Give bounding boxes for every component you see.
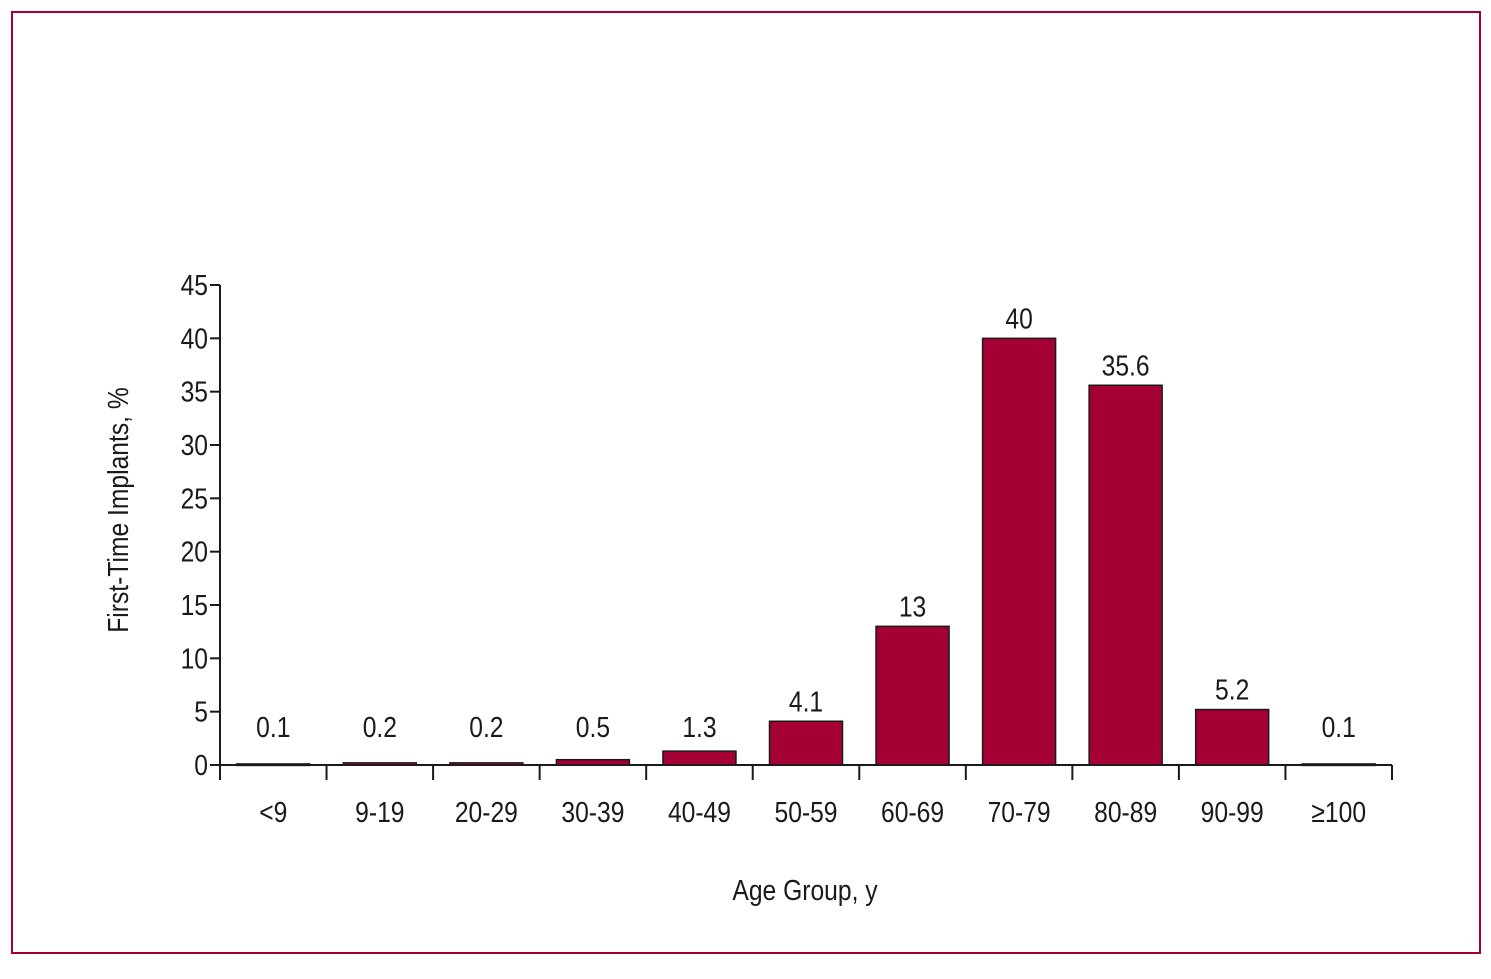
x-tick-label: ≥100 — [1311, 796, 1366, 828]
y-tick-label: 25 — [181, 482, 208, 514]
y-tick-label: 15 — [181, 589, 208, 621]
x-tick-label: 20-29 — [455, 796, 518, 828]
x-tick-label: 70-79 — [988, 796, 1051, 828]
data-label: 0.1 — [1322, 711, 1356, 743]
chart-frame — [11, 11, 1481, 954]
bar — [981, 337, 1057, 766]
data-label: 0.1 — [256, 711, 290, 743]
y-axis: 0 5 10 15 20 25 30 35 40 45 — [181, 269, 221, 781]
y-tick-label: 5 — [194, 696, 208, 728]
data-label: 5.2 — [1215, 674, 1249, 706]
data-label: 13 — [899, 590, 926, 622]
y-tick-label: 30 — [181, 429, 208, 461]
data-label: 0.2 — [363, 711, 397, 743]
x-tick-label: 90-99 — [1201, 796, 1264, 828]
y-tick-label: 10 — [181, 642, 208, 674]
x-axis: <9 9-19 20-29 30-39 40-49 50-59 60-69 70-79 80-8… — [219, 764, 1393, 828]
bar — [662, 750, 737, 766]
bar — [449, 762, 524, 766]
bar — [555, 758, 631, 766]
data-label: 0.5 — [576, 711, 610, 743]
bar — [1301, 763, 1376, 767]
data-label: 4.1 — [789, 685, 823, 717]
x-tick-label: <9 — [259, 796, 287, 828]
bar — [1194, 708, 1270, 766]
y-tick-label: 0 — [194, 749, 208, 781]
y-axis-label: First-Time Implants, % — [102, 387, 134, 633]
x-tick-label: 80-89 — [1094, 796, 1157, 828]
bar — [875, 625, 950, 766]
x-tick-label: 30-39 — [561, 796, 624, 828]
x-tick-label: 50-59 — [774, 796, 837, 828]
y-tick-label: 35 — [181, 376, 208, 408]
bar — [342, 762, 418, 766]
data-label: 40 — [1005, 302, 1032, 334]
bar — [1088, 384, 1163, 766]
x-tick-label: 40-49 — [668, 796, 731, 828]
data-label: 1.3 — [682, 711, 716, 743]
y-tick-label: 20 — [181, 536, 208, 568]
x-axis-label: Age Group, y — [732, 874, 878, 906]
data-label: 0.2 — [469, 711, 503, 743]
y-tick-label: 45 — [181, 269, 208, 301]
y-tick-label: 40 — [181, 322, 208, 354]
data-label: 35.6 — [1102, 349, 1150, 381]
x-tick-label: 60-69 — [881, 796, 944, 828]
bar — [236, 763, 311, 767]
bar — [768, 720, 844, 766]
bars: 0.1 0.2 0.2 0.5 1.3 4.1 13 40 35.6 5.2 0.1 — [236, 302, 1376, 767]
x-tick-label: 9-19 — [355, 796, 404, 828]
